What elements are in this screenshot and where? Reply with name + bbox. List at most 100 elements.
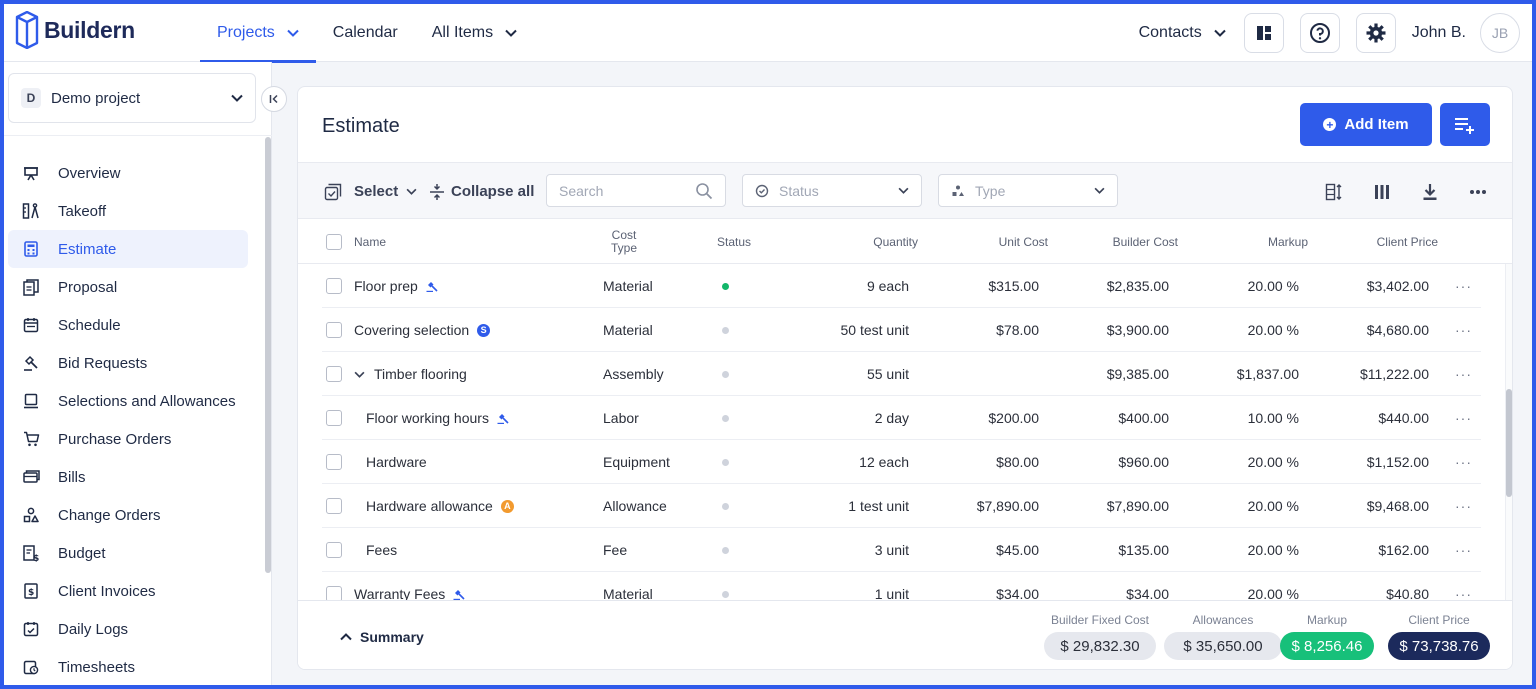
quantity: 2 day: [874, 410, 909, 426]
cart-icon: [22, 430, 40, 448]
col-client-price[interactable]: Client Price: [1376, 235, 1438, 249]
allowances-block: Allowances $ 35,650.00: [1163, 613, 1283, 660]
col-cost-type[interactable]: Cost Type: [598, 220, 650, 264]
nav-all-items[interactable]: All Items: [415, 4, 534, 62]
contacts-menu[interactable]: Contacts: [1139, 24, 1226, 42]
row-checkbox[interactable]: [326, 586, 342, 600]
builder-cost: $135.00: [1118, 542, 1169, 558]
sidebar-item-timesheets[interactable]: Timesheets: [8, 648, 248, 685]
item-name[interactable]: Timber flooring: [374, 366, 467, 382]
row-more-icon[interactable]: ···: [1455, 366, 1472, 382]
item-name[interactable]: Covering selection: [354, 322, 470, 338]
nav-calendar[interactable]: Calendar: [316, 4, 415, 62]
sidebar-item-takeoff[interactable]: Takeoff: [8, 192, 248, 230]
row-more-icon[interactable]: ···: [1455, 586, 1472, 600]
bid-request-icon: [497, 412, 509, 424]
collapse-all-button[interactable]: Collapse all: [429, 163, 534, 220]
row-checkbox[interactable]: [326, 410, 342, 426]
sidebar-item-overview[interactable]: Overview: [8, 154, 248, 192]
item-name[interactable]: Hardware: [366, 454, 427, 470]
col-name[interactable]: Name: [354, 235, 387, 249]
select-all-checkbox-cell[interactable]: [326, 220, 342, 264]
settings-button[interactable]: [1355, 13, 1396, 53]
download-button[interactable]: [1419, 181, 1441, 203]
row-more-icon[interactable]: ···: [1455, 454, 1472, 470]
sidebar-item-schedule[interactable]: Schedule: [8, 306, 248, 344]
row-checkbox[interactable]: [326, 278, 342, 294]
item-name[interactable]: Hardware allowance: [366, 498, 493, 514]
summary-toggle[interactable]: Summary: [340, 601, 424, 669]
row-more-icon[interactable]: ···: [1455, 542, 1472, 558]
table-row[interactable]: Warranty Fees Material 1 unit $34.00 $34…: [298, 572, 1512, 600]
status-filter[interactable]: Status: [742, 174, 922, 207]
status-dot: [722, 370, 729, 378]
type-placeholder: Type: [975, 182, 1006, 199]
layout-button[interactable]: [1243, 13, 1284, 53]
sidebar-item-bills[interactable]: Bills: [8, 458, 248, 496]
avatar[interactable]: JB: [1480, 13, 1520, 53]
sidebar-item-purchase-orders[interactable]: Purchase Orders: [8, 420, 248, 458]
unit-cost: $200.00: [988, 410, 1039, 426]
table-row[interactable]: Hardware allowance A Allowance 1 test un…: [298, 484, 1512, 528]
sidebar-item-estimate[interactable]: Estimate: [8, 230, 248, 268]
item-name[interactable]: Warranty Fees: [354, 586, 446, 600]
chevron-down-icon[interactable]: [354, 371, 365, 378]
table-row[interactable]: Floor working hours Labor 2 day $200.00 …: [298, 396, 1512, 440]
nav-projects[interactable]: Projects: [200, 4, 316, 63]
row-more-icon[interactable]: ···: [1455, 498, 1472, 514]
table-row[interactable]: Fees Fee 3 unit $45.00 $135.00 20.00 % $…: [298, 528, 1512, 572]
quantity: 1 unit: [874, 586, 909, 600]
sidebar-item-client-invoices[interactable]: $ Client Invoices: [8, 572, 248, 610]
markup-label: Markup: [1306, 613, 1347, 627]
row-checkbox[interactable]: [326, 542, 342, 558]
unit-cost: $78.00: [996, 322, 1039, 338]
sidebar-item-change-orders[interactable]: Change Orders: [8, 496, 248, 534]
row-more-icon[interactable]: ···: [1455, 278, 1472, 294]
col-status[interactable]: Status: [717, 235, 752, 249]
logo[interactable]: Buildern: [14, 10, 135, 50]
row-height-button[interactable]: [1323, 181, 1345, 203]
sidebar-item-label: Daily Logs: [58, 620, 129, 638]
chevron-down-icon: [505, 29, 517, 37]
table-row[interactable]: Floor prep Material 9 each $315.00 $2,83…: [298, 264, 1512, 308]
collapse-sidebar-button[interactable]: [261, 86, 287, 112]
sidebar-scrollbar[interactable]: [265, 137, 271, 573]
project-selector[interactable]: D Demo project: [8, 73, 256, 123]
sidebar-item-selections[interactable]: Selections and Allowances: [8, 382, 248, 420]
col-markup[interactable]: Markup: [1267, 235, 1308, 249]
item-name[interactable]: Floor working hours: [366, 410, 489, 426]
col-quantity[interactable]: Quantity: [873, 235, 918, 249]
cost-type: Labor: [603, 410, 639, 426]
sidebar-item-daily-logs[interactable]: Daily Logs: [8, 610, 248, 648]
sidebar-item-bid-requests[interactable]: Bid Requests: [8, 344, 248, 382]
col-builder-cost[interactable]: Builder Cost: [1112, 235, 1178, 249]
row-more-icon[interactable]: ···: [1455, 322, 1472, 338]
search-input[interactable]: Search: [546, 174, 726, 207]
columns-button[interactable]: [1371, 181, 1393, 203]
row-more-icon[interactable]: ···: [1455, 410, 1472, 426]
selections-icon: [22, 392, 40, 410]
row-checkbox[interactable]: [326, 322, 342, 338]
add-item-button[interactable]: + Add Item: [1300, 103, 1432, 146]
add-list-button[interactable]: [1440, 103, 1490, 146]
table-row[interactable]: Hardware Equipment 12 each $80.00 $960.0…: [298, 440, 1512, 484]
item-name[interactable]: Floor prep: [354, 278, 418, 294]
table-scrollbar-thumb[interactable]: [1506, 389, 1512, 497]
table-row[interactable]: Timber flooring Assembly 55 unit $9,385.…: [298, 352, 1512, 396]
type-filter[interactable]: Type: [938, 174, 1118, 207]
help-button[interactable]: [1299, 13, 1340, 53]
row-checkbox[interactable]: [326, 498, 342, 514]
row-checkbox[interactable]: [326, 454, 342, 470]
select-all-checkbox[interactable]: [326, 234, 342, 250]
col-unit-cost[interactable]: Unit Cost: [998, 235, 1048, 249]
row-checkbox[interactable]: [326, 366, 342, 382]
unit-cost: $80.00: [996, 454, 1039, 470]
item-name[interactable]: Fees: [366, 542, 398, 558]
client-price-label: Client Price: [1408, 613, 1470, 627]
select-dropdown[interactable]: Select: [324, 163, 417, 220]
table-row[interactable]: Covering selection S Material 50 test un…: [298, 308, 1512, 352]
more-options-button[interactable]: [1467, 181, 1489, 203]
user-name[interactable]: John B.: [1411, 24, 1466, 41]
sidebar-item-proposal[interactable]: Proposal: [8, 268, 248, 306]
sidebar-item-budget[interactable]: $ Budget: [8, 534, 248, 572]
